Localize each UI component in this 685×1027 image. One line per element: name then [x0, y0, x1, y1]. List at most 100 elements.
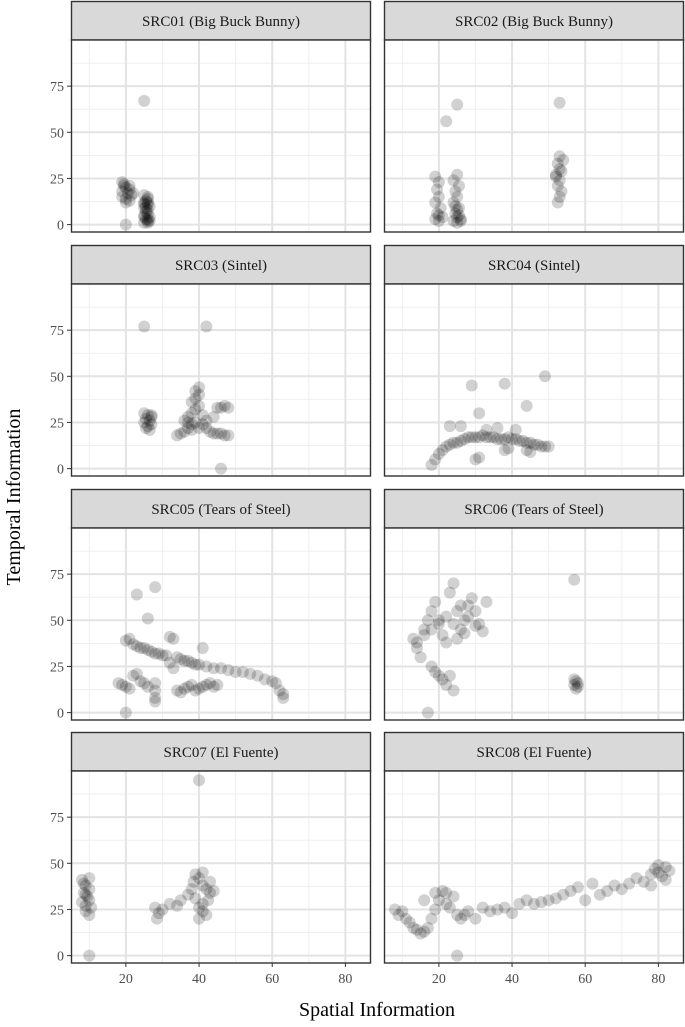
data-point [189, 403, 202, 416]
panel-title: SRC08 (El Fuente) [477, 745, 592, 761]
data-point [141, 196, 154, 209]
data-point [141, 213, 154, 226]
data-point [215, 662, 227, 675]
data-point [440, 610, 453, 623]
data-point [193, 901, 206, 914]
data-point [149, 691, 162, 704]
data-point [140, 422, 152, 434]
data-point [449, 200, 462, 213]
data-point [451, 909, 464, 921]
data-point [447, 890, 460, 903]
data-point [138, 196, 151, 209]
data-point [204, 677, 217, 690]
data-point [506, 433, 519, 446]
data-point [469, 431, 482, 444]
data-point [119, 181, 132, 194]
data-point [407, 632, 420, 645]
data-point [189, 868, 202, 881]
x-axis-title: Spatial Information [299, 999, 455, 1021]
data-point [200, 678, 213, 691]
data-point [193, 388, 206, 401]
panel-border [383, 39, 685, 233]
data-point [149, 901, 162, 914]
data-point [528, 897, 540, 910]
panel-background [384, 528, 684, 720]
data-point [571, 881, 584, 894]
data-point [418, 925, 431, 938]
data-point [185, 423, 198, 436]
data-point [498, 433, 511, 446]
data-point [495, 433, 508, 446]
data-point [163, 630, 176, 643]
y-tick-label: 25 [50, 903, 64, 918]
data-point [429, 595, 442, 608]
data-point [553, 150, 566, 163]
data-point [553, 96, 566, 109]
y-tick-label: 0 [57, 707, 64, 722]
data-point [200, 883, 213, 896]
y-tick-label: 50 [50, 857, 64, 872]
panel-border [70, 770, 372, 964]
data-point [182, 416, 195, 429]
data-point [138, 202, 151, 214]
data-point [454, 213, 467, 226]
data-point [218, 399, 231, 412]
data-point [141, 409, 154, 422]
data-point [557, 888, 570, 901]
data-point [502, 442, 515, 455]
data-point [160, 649, 173, 662]
data-point [454, 214, 467, 227]
data-point [553, 190, 566, 203]
data-point [138, 320, 151, 333]
data-point [196, 879, 209, 892]
data-point [141, 198, 154, 211]
data-point [75, 873, 88, 886]
data-point [140, 412, 152, 425]
data-point [138, 189, 151, 202]
y-tick-label: 75 [50, 568, 64, 583]
data-point [196, 642, 209, 654]
data-point [178, 682, 191, 695]
data-point [429, 170, 442, 183]
data-point [491, 433, 504, 446]
data-point [469, 605, 482, 618]
data-point [141, 214, 154, 227]
data-point [138, 416, 151, 429]
data-point [440, 440, 453, 453]
data-point [473, 618, 486, 630]
data-point [79, 905, 92, 918]
data-point [167, 632, 180, 645]
y-tick-label: 25 [50, 660, 64, 675]
data-point [196, 905, 209, 918]
data-point [196, 418, 209, 431]
data-point [138, 94, 151, 107]
data-point [454, 420, 467, 433]
data-point [509, 433, 522, 446]
data-point [615, 883, 628, 896]
data-point [156, 649, 169, 662]
data-point [127, 638, 140, 651]
data-point [425, 605, 438, 618]
data-point [431, 183, 444, 196]
data-point [182, 654, 195, 667]
panel-background [71, 284, 371, 476]
data-point [79, 888, 92, 901]
data-point [182, 680, 195, 693]
panel-strip [383, 731, 685, 772]
data-point [531, 438, 544, 451]
data-point [429, 903, 442, 916]
y-tick-label: 0 [57, 219, 64, 234]
data-point [480, 431, 493, 444]
data-point [119, 192, 132, 205]
panel-background [384, 40, 684, 232]
x-tick-label: 80 [338, 972, 352, 987]
data-point [182, 410, 195, 423]
data-point [476, 429, 489, 442]
data-point [451, 211, 464, 224]
data-point [388, 903, 401, 916]
data-point [469, 619, 482, 632]
data-point [443, 901, 456, 914]
data-point [564, 885, 577, 897]
data-point [517, 434, 530, 447]
data-point [447, 196, 460, 209]
